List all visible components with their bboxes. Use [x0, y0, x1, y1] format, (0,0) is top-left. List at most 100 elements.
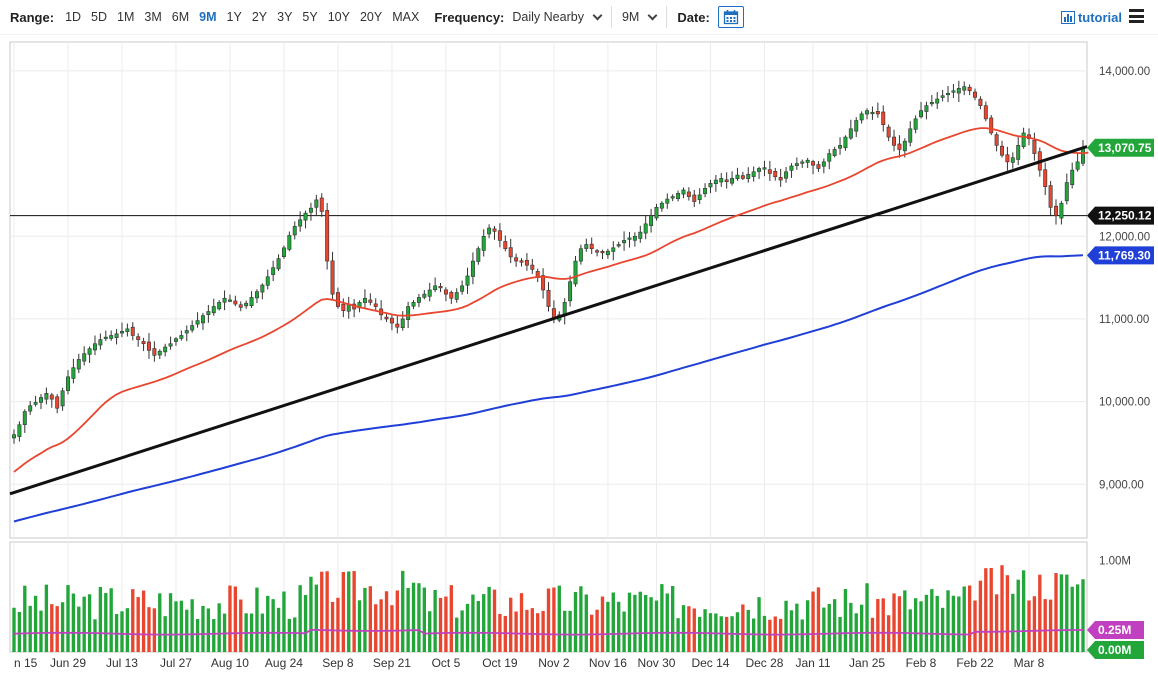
candle-body — [341, 303, 346, 311]
candle-body — [519, 260, 524, 263]
volume-bar — [843, 588, 848, 652]
candle-body — [368, 299, 373, 303]
candle-body — [919, 110, 924, 118]
candle-body — [546, 289, 551, 307]
volume-bar — [33, 595, 38, 652]
volume-bar — [665, 593, 669, 652]
candle-body — [616, 244, 621, 247]
volume-bar — [660, 584, 664, 652]
range-button-1y[interactable]: 1Y — [226, 10, 242, 24]
moving-average-long-line — [13, 254, 1084, 523]
volume-bar — [935, 595, 939, 652]
volume-bar — [1005, 575, 1010, 652]
candle-body — [595, 250, 600, 253]
x-tick-label: Dec 14 — [691, 656, 729, 670]
volume-bar — [401, 570, 405, 652]
range-button-20y[interactable]: 20Y — [359, 10, 383, 24]
candle-body — [578, 248, 583, 262]
candle-body — [271, 267, 276, 275]
candle-body — [141, 341, 146, 345]
candle-body — [211, 306, 216, 314]
hamburger-menu-icon[interactable] — [1129, 9, 1144, 23]
chart-bars-icon — [1060, 11, 1075, 24]
x-tick-label: Nov 30 — [637, 656, 675, 670]
volume-bar — [320, 571, 324, 652]
candle-body — [303, 212, 308, 221]
x-tick-label: Jul 13 — [106, 656, 138, 670]
candle-body — [746, 173, 751, 179]
range-button-1m[interactable]: 1M — [117, 10, 135, 24]
volume-bar — [82, 596, 86, 652]
range-button-2y[interactable]: 2Y — [251, 10, 268, 24]
volume-bar — [536, 613, 540, 652]
volume-bar — [325, 571, 329, 652]
volume-bar — [681, 605, 686, 652]
range-button-3y[interactable]: 3Y — [277, 10, 293, 24]
candle-body — [103, 336, 108, 339]
candle-body — [697, 194, 702, 200]
volume-bar — [12, 607, 16, 652]
candle-body — [767, 169, 772, 174]
x-tick-label: Dec 28 — [745, 656, 783, 670]
price-chart[interactable]: n 15 Jun 29 Jul 13 Jul 27 Aug 10 Aug 24 Sep 8 S… — [0, 34, 1158, 691]
candle-body — [222, 297, 227, 303]
volume-bar — [827, 603, 831, 652]
candle-body — [881, 111, 886, 125]
candle-body — [784, 171, 789, 179]
candle-body — [163, 346, 168, 353]
range-button-max[interactable]: MAX — [392, 10, 420, 24]
candle-body — [627, 237, 632, 240]
candle-body — [530, 264, 535, 270]
volume-bar — [158, 593, 162, 652]
candle-body — [676, 192, 681, 199]
candle-body — [967, 86, 972, 92]
x-tick-label: Sep 21 — [373, 656, 411, 670]
volume-bar — [919, 601, 923, 652]
range-button-10y[interactable]: 10Y — [327, 10, 350, 24]
volume-bar — [44, 584, 49, 652]
volume-bar — [131, 589, 135, 652]
volume-bar — [60, 602, 65, 652]
range-label: Range: — [10, 9, 55, 25]
volume-bar — [293, 617, 297, 652]
volume-bar — [233, 586, 238, 652]
candle-body — [875, 111, 880, 115]
candle-body — [82, 353, 87, 362]
candle-body — [179, 335, 184, 339]
candle-body — [514, 257, 519, 262]
range-button-3m[interactable]: 3M — [144, 10, 162, 24]
price-pane-frame — [9, 41, 1088, 539]
tutorial-link[interactable]: tutorial — [1060, 10, 1122, 25]
candle-body — [659, 202, 664, 209]
range-button-5d[interactable]: 5D — [91, 10, 108, 24]
candle-body — [1010, 157, 1015, 163]
range-button-6m[interactable]: 6M — [171, 10, 190, 24]
candle-body — [325, 210, 330, 262]
candle-body — [157, 350, 162, 356]
candle-body — [951, 90, 956, 93]
candle-body — [848, 128, 853, 139]
frequency-value: Daily Nearby — [512, 10, 584, 24]
candle-body — [643, 223, 648, 234]
candle-body — [217, 302, 222, 310]
y-tick-label: 9,000.00 — [1099, 479, 1144, 491]
candle-body — [373, 303, 378, 307]
volume-bar — [309, 576, 313, 652]
date-label: Date: — [677, 9, 710, 25]
x-tick-label: Oct 5 — [432, 656, 461, 670]
frequency-dropdown[interactable]: Daily Nearby — [512, 10, 603, 24]
range-button-9m[interactable]: 9M — [199, 10, 217, 24]
range-button-5y[interactable]: 5Y — [302, 10, 318, 24]
volume-bar — [1011, 593, 1015, 652]
candle-body — [470, 260, 475, 277]
tutorial-label: tutorial — [1077, 10, 1122, 25]
volume-bar — [465, 603, 470, 652]
candle-body — [632, 235, 637, 241]
period-dropdown[interactable]: 9M — [622, 10, 658, 24]
candle-body — [827, 153, 832, 162]
candle-body — [114, 333, 119, 339]
volume-bar — [876, 599, 880, 652]
y-tick-label: 12,000.00 — [1099, 231, 1150, 243]
range-button-1d[interactable]: 1D — [65, 10, 82, 24]
calendar-button[interactable] — [717, 6, 744, 28]
